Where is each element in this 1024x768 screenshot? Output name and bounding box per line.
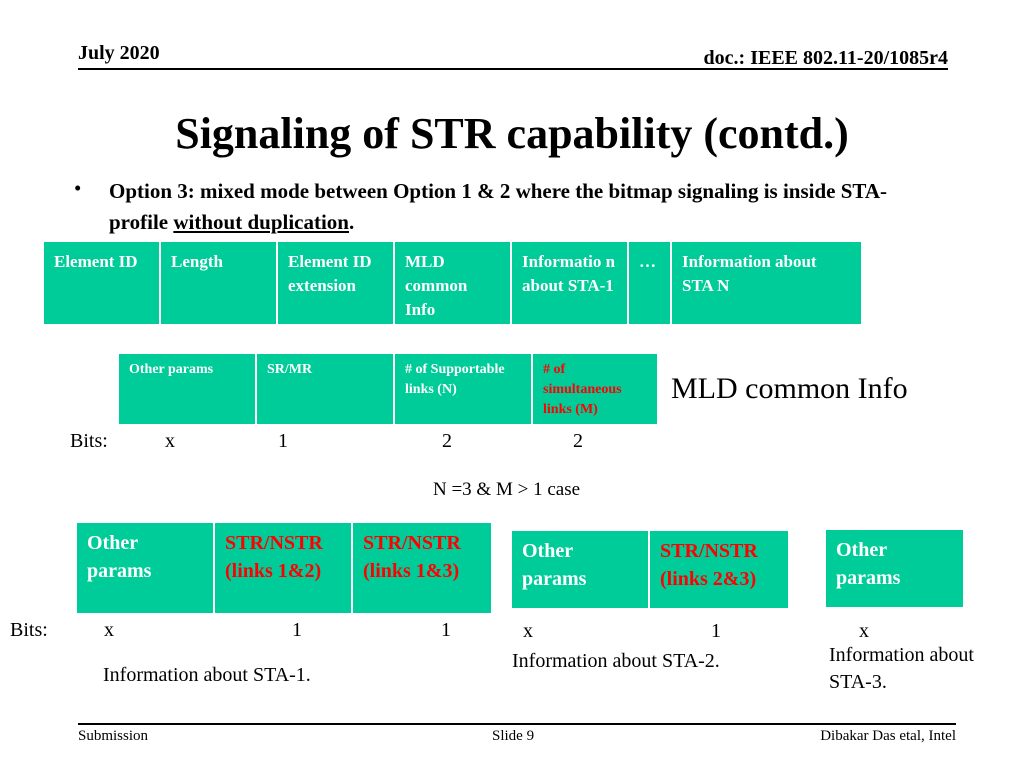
sta2-profile-table: Other params STR/NSTR (links 2&3) [512,531,788,608]
footer-author: Dibakar Das etal, Intel [820,728,956,744]
bits-label: Bits: [70,430,108,452]
cell-str-nstr-links-1-3: STR/NSTR (links 1&3) [353,523,491,613]
mld-common-info-caption: MLD common Info [671,372,908,405]
underlined-phrase: without duplication [173,210,349,234]
footer-submission: Submission [78,728,149,744]
cell-element-id: Element ID [44,242,161,324]
footer-slide-number: Slide 9 [492,728,535,744]
cell-other-params: Other params [119,354,257,424]
sta3-profile-table: Other params [826,530,963,607]
sta2-caption: Information about STA-2. [512,650,720,672]
cell-str-nstr-links-2-3: STR/NSTR (links 2&3) [650,531,788,608]
footer-divider [78,723,956,725]
cell-supportable-links: # of Supportable links (N) [395,354,533,424]
header-date: July 2020 [78,42,160,64]
cell-str-nstr-links-1-2: STR/NSTR (links 1&2) [215,523,353,613]
bullet-text: Option 3: mixed mode between Option 1 & … [109,179,888,234]
cell-length: Length [161,242,278,324]
bits-value: x [859,620,869,642]
bits-value: 1 [441,619,451,641]
element-structure-table: Element ID Length Element ID extension M… [44,242,861,324]
bits-value: x [523,620,533,642]
cell-sr-mr: SR/MR [257,354,395,424]
sta1-profile-table: Other params STR/NSTR (links 1&2) STR/NS… [77,523,491,613]
bits-value: 1 [711,620,721,642]
cell-mld-common-info: MLD common Info [395,242,512,324]
header-divider [78,68,948,70]
bits-value: x [165,430,175,452]
header-doc-id: doc.: IEEE 802.11-20/1085r4 [703,47,948,69]
bits-value: 2 [442,430,452,452]
bits-value: x [104,619,114,641]
sta3-caption: Information about STA-3. [829,644,974,693]
cell-other-params: Other params [512,531,650,608]
sta1-caption: Information about STA-1. [103,664,311,686]
bullet-marker: • [74,176,82,200]
cell-other-params: Other params [826,530,963,607]
mld-common-info-table: Other params SR/MR # of Supportable link… [119,354,657,424]
cell-ellipsis: … [629,242,672,324]
cell-element-id-extension: Element ID extension [278,242,395,324]
bits-label: Bits: [10,619,48,641]
bits-value: 2 [573,430,583,452]
cell-simultaneous-links: # of simultaneous links (M) [533,354,657,424]
bits-value: 1 [292,619,302,641]
bits-value: 1 [278,430,288,452]
case-label: N =3 & M > 1 case [433,479,581,500]
cell-info-sta-1: Informatio n about STA-1 [512,242,629,324]
slide-title: Signaling of STR capability (contd.) [175,109,849,158]
cell-info-sta-n: Information about STA N [672,242,861,324]
cell-other-params: Other params [77,523,215,613]
